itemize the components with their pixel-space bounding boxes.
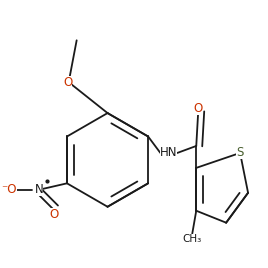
Text: CH₃: CH₃ xyxy=(183,234,202,244)
Text: S: S xyxy=(236,146,244,159)
Text: HN: HN xyxy=(159,146,177,159)
Text: O: O xyxy=(63,76,72,89)
Text: N: N xyxy=(34,183,43,196)
Text: O: O xyxy=(193,102,203,115)
Text: ⁻O: ⁻O xyxy=(1,183,17,196)
Text: O: O xyxy=(49,208,58,221)
